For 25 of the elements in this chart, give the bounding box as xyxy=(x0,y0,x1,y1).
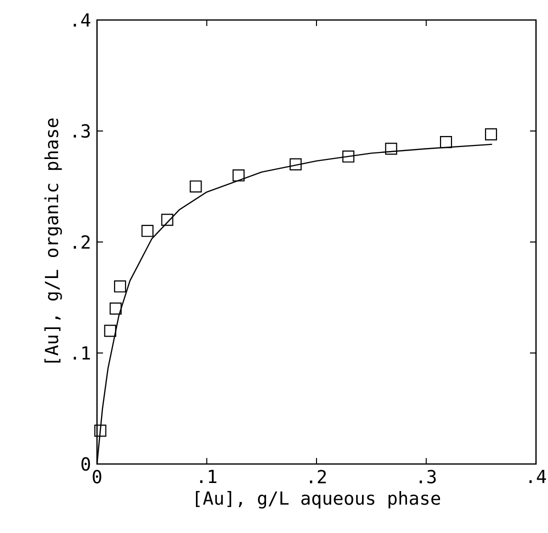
point xyxy=(104,324,116,337)
point xyxy=(440,136,452,148)
point xyxy=(342,150,354,163)
y-tick-label: .1 xyxy=(74,346,90,360)
y-tick-label: .3 xyxy=(74,124,90,138)
point xyxy=(141,224,154,237)
x-tick-label: .1 xyxy=(200,470,216,483)
y-tick-label: .2 xyxy=(74,235,90,249)
point xyxy=(232,169,245,182)
point xyxy=(94,424,106,437)
point xyxy=(290,158,302,170)
x-tick-label: 0 xyxy=(92,470,102,484)
x-tick-label: .4 xyxy=(529,470,546,483)
point xyxy=(110,302,122,315)
y-tick-label: 0 xyxy=(81,457,90,471)
point xyxy=(190,180,202,193)
x-axis-title: [Au], g/L aqueous phase xyxy=(196,491,440,509)
y-axis-title: [Au], g/L organic phase xyxy=(44,118,62,363)
point xyxy=(385,142,398,155)
x-tick-label: .2 xyxy=(310,470,326,484)
x-tick-label: .3 xyxy=(420,470,436,484)
point xyxy=(114,280,126,292)
point xyxy=(484,128,498,140)
y-tick-label: .4 xyxy=(74,13,90,27)
point xyxy=(161,214,174,226)
